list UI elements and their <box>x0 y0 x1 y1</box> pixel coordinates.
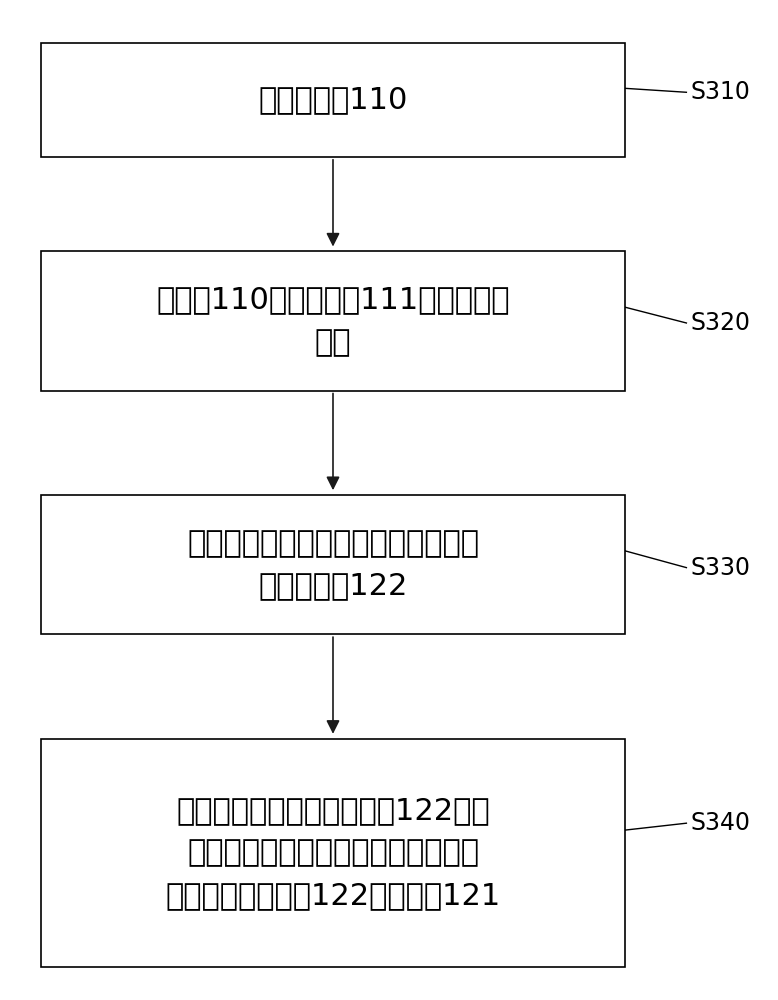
Text: S320: S320 <box>690 311 750 335</box>
Bar <box>41 739 625 967</box>
Text: S340: S340 <box>690 811 750 835</box>
Bar <box>41 251 625 391</box>
Text: 提供一基板110: 提供一基板110 <box>258 85 408 114</box>
Text: S310: S310 <box>690 80 750 104</box>
Text: 在基板110的第一表面111上涂布树脂
溶液: 在基板110的第一表面111上涂布树脂 溶液 <box>156 285 510 357</box>
Bar <box>41 43 625 157</box>
Bar <box>41 495 625 634</box>
Text: S330: S330 <box>690 556 750 580</box>
Text: 对喷洒有若干磁性纳米颗粒122的树
脂溶液进行加热，以固化成型为具有
若干磁性纳米颗粒122的树脂层121: 对喷洒有若干磁性纳米颗粒122的树 脂溶液进行加热，以固化成型为具有 若干磁性纳… <box>166 796 500 910</box>
Text: 在涂布的所述树脂溶液中喷洒若干磁
性纳米颗粒122: 在涂布的所述树脂溶液中喷洒若干磁 性纳米颗粒122 <box>187 529 479 601</box>
